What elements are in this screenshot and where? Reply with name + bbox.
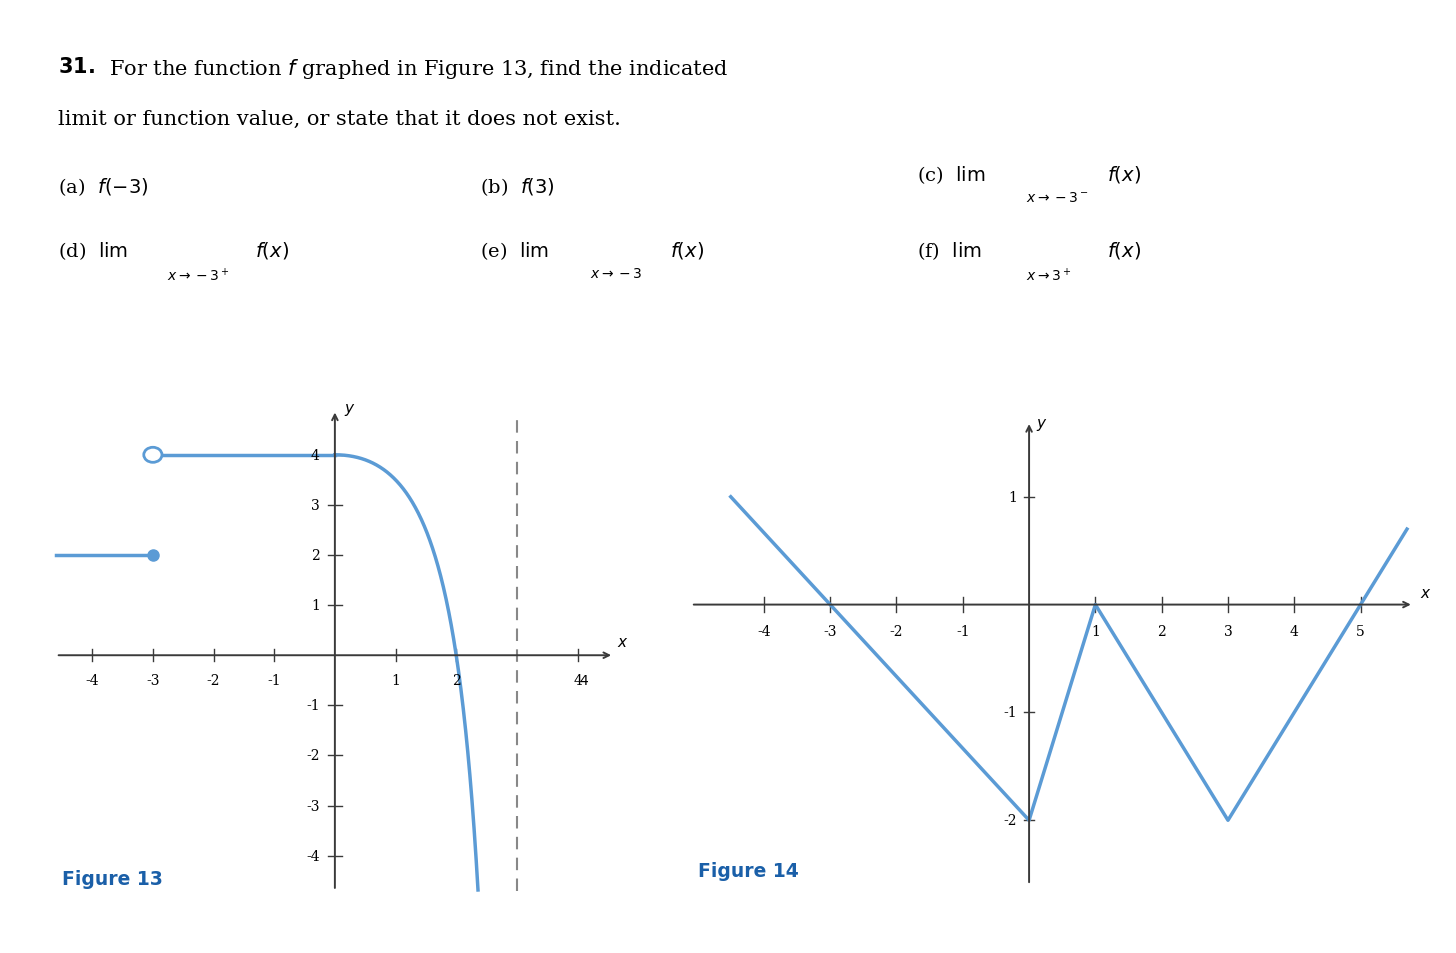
Text: limit or function value, or state that it does not exist.: limit or function value, or state that i… — [58, 110, 622, 129]
Text: 4: 4 — [574, 673, 582, 687]
Text: $x$: $x$ — [617, 636, 629, 650]
Text: 2: 2 — [451, 673, 460, 687]
Text: -3: -3 — [824, 624, 837, 639]
Text: (b)  $f(3)$: (b) $f(3)$ — [480, 176, 555, 198]
Text: (d)  $\lim$: (d) $\lim$ — [58, 240, 128, 262]
Text: $x \to -3^+$: $x \to -3^+$ — [167, 267, 230, 284]
Text: 2: 2 — [312, 548, 320, 562]
Text: 2: 2 — [1158, 624, 1166, 639]
Text: (f)  $\lim$: (f) $\lim$ — [917, 240, 983, 262]
Text: 3: 3 — [1223, 624, 1232, 639]
Text: -1: -1 — [306, 699, 320, 713]
Text: -2: -2 — [306, 749, 320, 762]
Text: -4: -4 — [757, 624, 770, 639]
Text: $x \to -3^-$: $x \to -3^-$ — [1026, 191, 1089, 205]
Text: 4: 4 — [310, 448, 320, 462]
Text: -1: -1 — [1003, 705, 1018, 720]
Text: -2: -2 — [890, 624, 903, 639]
Text: $x \to 3^+$: $x \to 3^+$ — [1026, 267, 1072, 284]
Text: -2: -2 — [1003, 814, 1018, 827]
Text: (c)  $\lim$: (c) $\lim$ — [917, 164, 986, 186]
Text: $y$: $y$ — [1035, 416, 1047, 433]
Text: -1: -1 — [268, 673, 281, 687]
Text: 5: 5 — [1356, 624, 1364, 639]
Text: $y$: $y$ — [344, 402, 355, 417]
Text: $x \to -3$: $x \to -3$ — [590, 267, 642, 281]
Circle shape — [144, 448, 162, 463]
Text: $f(x)$: $f(x)$ — [1107, 240, 1140, 261]
Text: -3: -3 — [306, 799, 320, 813]
Text: 1: 1 — [392, 673, 400, 687]
Text: 1: 1 — [1008, 490, 1018, 504]
Text: -3: -3 — [146, 673, 160, 687]
Text: $\mathbf{31.}$: $\mathbf{31.}$ — [58, 57, 95, 77]
Text: 4: 4 — [1290, 624, 1299, 639]
Text: $x$: $x$ — [1420, 586, 1431, 600]
Text: -1: -1 — [957, 624, 970, 639]
Text: 3: 3 — [312, 498, 320, 513]
Text: 1: 1 — [1091, 624, 1099, 639]
Text: -4: -4 — [306, 849, 320, 862]
Text: $4$: $4$ — [578, 673, 588, 687]
Text: (a)  $f(-3)$: (a) $f(-3)$ — [58, 176, 149, 198]
Text: 1: 1 — [310, 598, 320, 613]
Text: $f(x)$: $f(x)$ — [670, 240, 703, 261]
Text: -2: -2 — [207, 673, 220, 687]
Text: For the function $f$ graphed in Figure 13, find the indicated: For the function $f$ graphed in Figure 1… — [109, 57, 728, 81]
Text: $f(x)$: $f(x)$ — [1107, 164, 1140, 185]
Text: -4: -4 — [86, 673, 99, 687]
Text: $f(x)$: $f(x)$ — [255, 240, 288, 261]
Text: Figure 13: Figure 13 — [61, 869, 163, 888]
Text: (e)  $\lim$: (e) $\lim$ — [480, 240, 550, 262]
Text: Figure 14: Figure 14 — [697, 861, 798, 880]
